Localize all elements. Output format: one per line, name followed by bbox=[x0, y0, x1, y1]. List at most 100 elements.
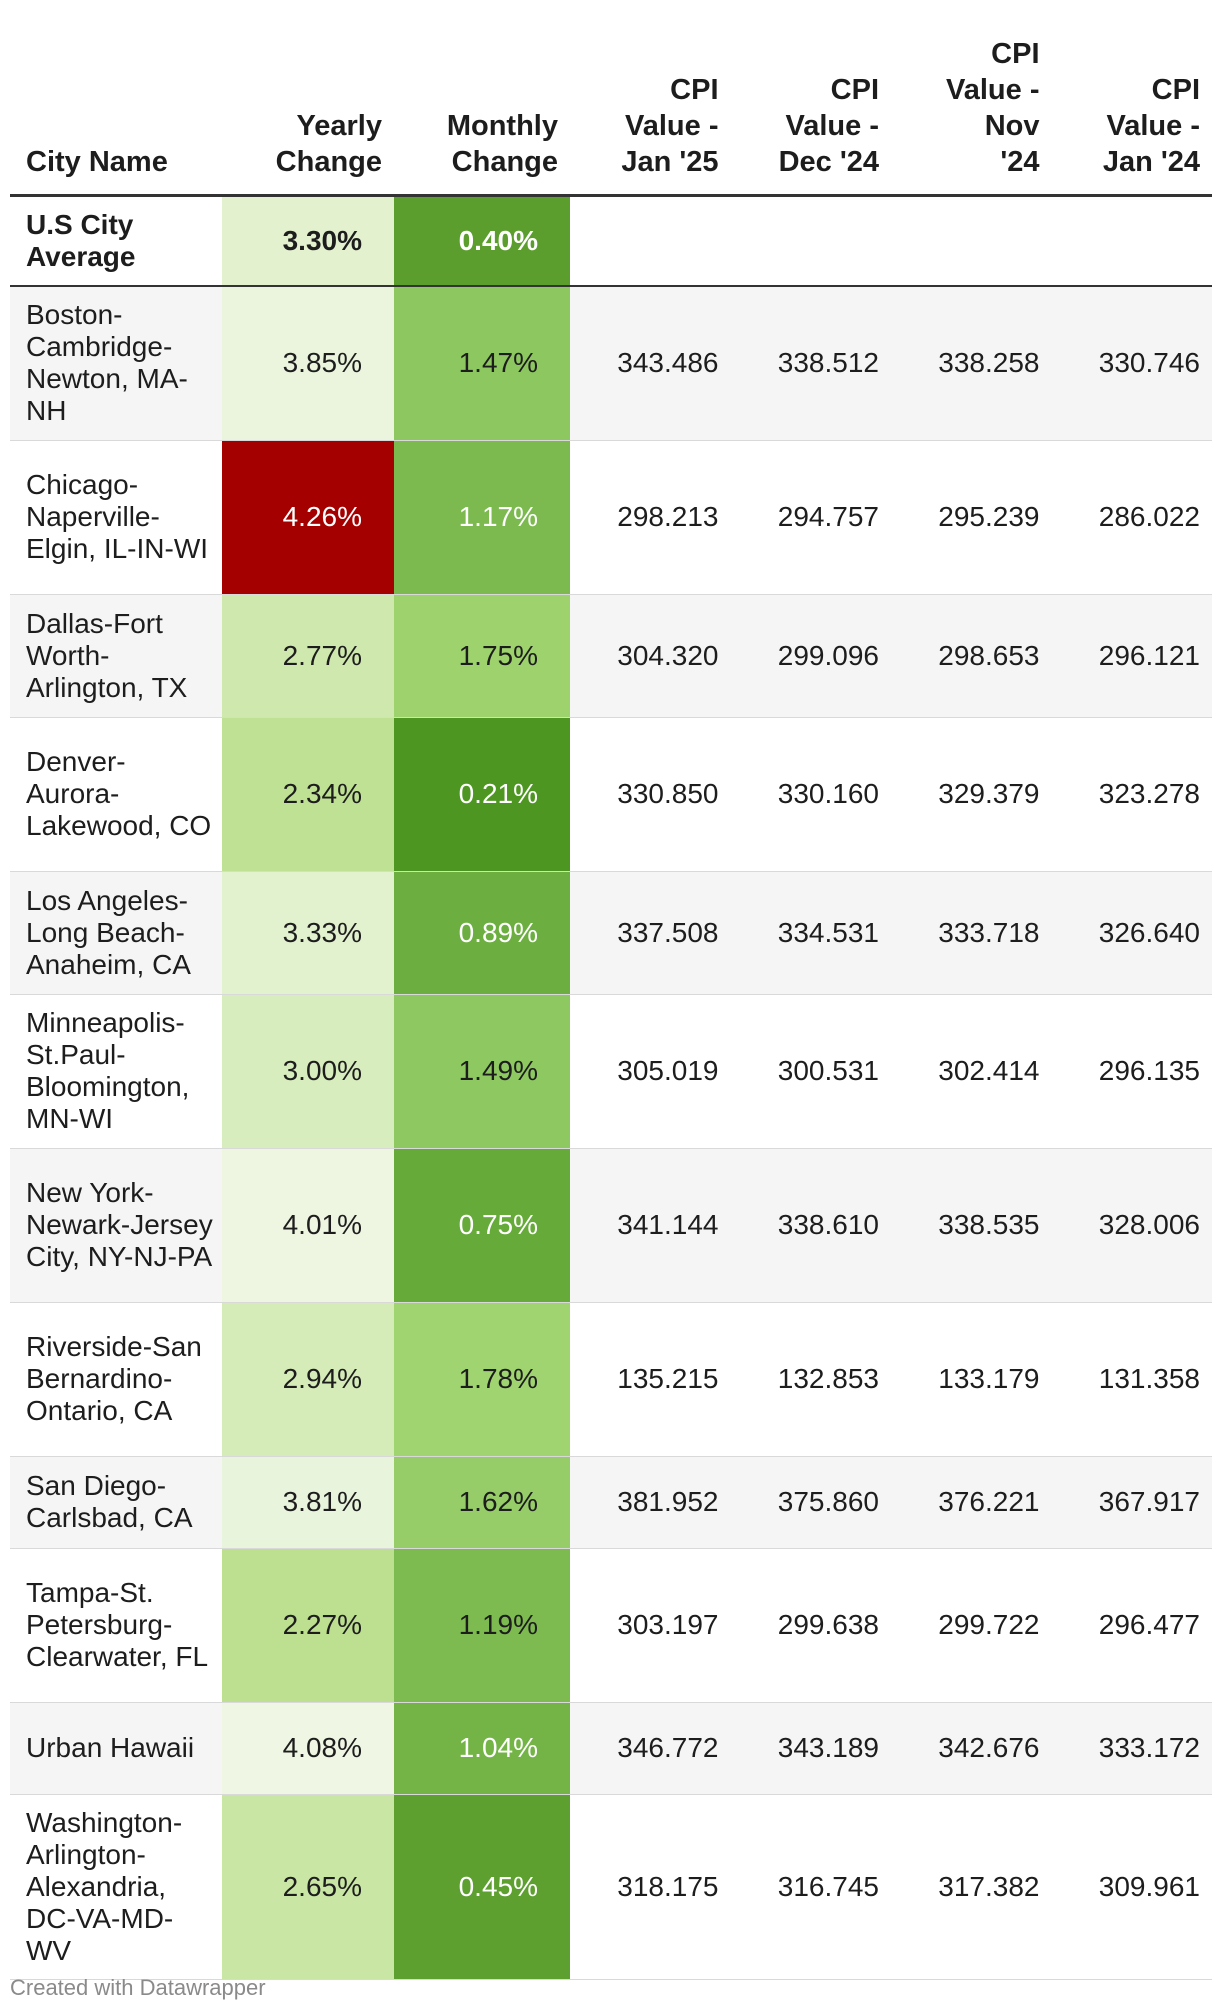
cpi-dec24-cell: 330.160 bbox=[730, 717, 891, 872]
cpi-jan25-cell: 330.850 bbox=[570, 717, 731, 872]
city-name-cell: Washington-Arlington-Alexandria, DC-VA-M… bbox=[10, 1794, 222, 1980]
monthly-change-cell: 0.75% bbox=[394, 1148, 570, 1303]
cpi-nov24-cell: 317.382 bbox=[891, 1794, 1052, 1980]
cpi-nov24-cell: 333.718 bbox=[891, 871, 1052, 995]
cpi-dec24-cell: 299.096 bbox=[730, 594, 891, 718]
header-city-name[interactable]: City Name bbox=[10, 36, 222, 197]
cpi-jan24-cell: 296.135 bbox=[1051, 994, 1212, 1149]
cpi-nov24-cell: 295.239 bbox=[891, 440, 1052, 595]
cpi-jan24-cell: 367.917 bbox=[1051, 1456, 1212, 1549]
cpi-jan25-cell bbox=[570, 195, 731, 287]
yearly-change-cell: 2.34% bbox=[222, 717, 394, 872]
cpi-jan24-cell: 296.121 bbox=[1051, 594, 1212, 718]
monthly-change-cell: 0.40% bbox=[394, 195, 570, 287]
cpi-jan24-cell bbox=[1051, 195, 1212, 287]
monthly-change-cell: 0.89% bbox=[394, 871, 570, 995]
table-row: San Diego-Carlsbad, CA 3.81% 1.62% 381.952 3… bbox=[10, 1456, 1212, 1549]
table-row: Riverside-San Bernardino-Ontario, CA 2.94… bbox=[10, 1302, 1212, 1457]
cpi-nov24-cell: 376.221 bbox=[891, 1456, 1052, 1549]
header-cpi-nov24[interactable]: CPI Value - Nov '24 bbox=[891, 36, 1052, 197]
monthly-change-cell: 1.49% bbox=[394, 994, 570, 1149]
yearly-change-cell: 3.81% bbox=[222, 1456, 394, 1549]
city-name-cell: San Diego-Carlsbad, CA bbox=[10, 1456, 222, 1549]
yearly-change-cell: 3.33% bbox=[222, 871, 394, 995]
cpi-jan24-cell: 286.022 bbox=[1051, 440, 1212, 595]
header-monthly-change[interactable]: Monthly Change bbox=[394, 36, 570, 197]
table-row: Denver-Aurora-Lakewood, CO 2.34% 0.21% 330.… bbox=[10, 717, 1212, 872]
yearly-change-cell: 2.65% bbox=[222, 1794, 394, 1980]
cpi-dec24-cell bbox=[730, 195, 891, 287]
city-name-cell: Chicago-Naperville-Elgin, IL-IN-WI bbox=[10, 440, 222, 595]
cpi-nov24-cell bbox=[891, 195, 1052, 287]
header-cpi-dec24[interactable]: CPI Value - Dec '24 bbox=[730, 36, 891, 197]
yearly-change-cell: 2.77% bbox=[222, 594, 394, 718]
city-name-cell: Tampa-St. Petersburg-Clearwater, FL bbox=[10, 1548, 222, 1703]
table-row: Boston-Cambridge-Newton, MA-NH 3.85% 1.47%… bbox=[10, 286, 1212, 441]
cpi-dec24-cell: 132.853 bbox=[730, 1302, 891, 1457]
cpi-nov24-cell: 338.535 bbox=[891, 1148, 1052, 1303]
header-cpi-jan24[interactable]: CPI Value - Jan '24 bbox=[1051, 36, 1212, 197]
cpi-nov24-cell: 298.653 bbox=[891, 594, 1052, 718]
cpi-jan24-cell: 328.006 bbox=[1051, 1148, 1212, 1303]
cpi-jan25-cell: 343.486 bbox=[570, 286, 731, 441]
yearly-change-cell: 4.01% bbox=[222, 1148, 394, 1303]
table-row: Washington-Arlington-Alexandria, DC-VA-M… bbox=[10, 1794, 1212, 1980]
cpi-jan25-cell: 303.197 bbox=[570, 1548, 731, 1703]
header-row: City Name Yearly Change Monthly Change CPI… bbox=[10, 36, 1212, 197]
header-yearly-change[interactable]: Yearly Change bbox=[222, 36, 394, 197]
cpi-dec24-cell: 294.757 bbox=[730, 440, 891, 595]
cpi-dec24-cell: 300.531 bbox=[730, 994, 891, 1149]
cpi-nov24-cell: 302.414 bbox=[891, 994, 1052, 1149]
cpi-jan24-cell: 309.961 bbox=[1051, 1794, 1212, 1980]
yearly-change-cell: 3.85% bbox=[222, 286, 394, 441]
city-name-cell: New York-Newark-Jersey City, NY-NJ-PA bbox=[10, 1148, 222, 1303]
cpi-jan25-cell: 135.215 bbox=[570, 1302, 731, 1457]
cpi-jan24-cell: 326.640 bbox=[1051, 871, 1212, 995]
monthly-change-cell: 1.17% bbox=[394, 440, 570, 595]
table-row: Chicago-Naperville-Elgin, IL-IN-WI 4.26% 1… bbox=[10, 440, 1212, 595]
monthly-change-cell: 1.19% bbox=[394, 1548, 570, 1703]
monthly-change-cell: 0.45% bbox=[394, 1794, 570, 1980]
yearly-change-cell: 4.26% bbox=[222, 440, 394, 595]
cpi-jan24-cell: 330.746 bbox=[1051, 286, 1212, 441]
monthly-change-cell: 1.47% bbox=[394, 286, 570, 441]
city-name-cell: Dallas-Fort Worth-Arlington, TX bbox=[10, 594, 222, 718]
table-row: Minneapolis-St.Paul-Bloomington, MN-WI 3.… bbox=[10, 994, 1212, 1149]
cpi-dec24-cell: 299.638 bbox=[730, 1548, 891, 1703]
city-name-cell: Los Angeles-Long Beach-Anaheim, CA bbox=[10, 871, 222, 995]
cpi-jan25-cell: 304.320 bbox=[570, 594, 731, 718]
cpi-jan25-cell: 381.952 bbox=[570, 1456, 731, 1549]
cpi-nov24-cell: 329.379 bbox=[891, 717, 1052, 872]
cpi-table: City Name Yearly Change Monthly Change CPI… bbox=[10, 36, 1212, 1980]
cpi-nov24-cell: 133.179 bbox=[891, 1302, 1052, 1457]
average-row: U.S City Average 3.30% 0.40% bbox=[10, 195, 1212, 287]
cpi-jan25-cell: 318.175 bbox=[570, 1794, 731, 1980]
city-name-cell: Minneapolis-St.Paul-Bloomington, MN-WI bbox=[10, 994, 222, 1149]
cpi-nov24-cell: 338.258 bbox=[891, 286, 1052, 441]
cpi-dec24-cell: 343.189 bbox=[730, 1702, 891, 1795]
table-row: Dallas-Fort Worth-Arlington, TX 2.77% 1.75… bbox=[10, 594, 1212, 718]
yearly-change-cell: 2.27% bbox=[222, 1548, 394, 1703]
cpi-jan24-cell: 296.477 bbox=[1051, 1548, 1212, 1703]
city-name-cell: U.S City Average bbox=[10, 195, 222, 287]
monthly-change-cell: 1.04% bbox=[394, 1702, 570, 1795]
cpi-jan24-cell: 333.172 bbox=[1051, 1702, 1212, 1795]
cpi-nov24-cell: 342.676 bbox=[891, 1702, 1052, 1795]
monthly-change-cell: 1.62% bbox=[394, 1456, 570, 1549]
cpi-jan25-cell: 337.508 bbox=[570, 871, 731, 995]
header-cpi-jan25[interactable]: CPI Value - Jan '25 bbox=[570, 36, 731, 197]
yearly-change-cell: 3.00% bbox=[222, 994, 394, 1149]
table-row: Urban Hawaii 4.08% 1.04% 346.772 343.189 342.… bbox=[10, 1702, 1212, 1795]
table-row: Los Angeles-Long Beach-Anaheim, CA 3.33% 0… bbox=[10, 871, 1212, 995]
table-row: Tampa-St. Petersburg-Clearwater, FL 2.27%… bbox=[10, 1548, 1212, 1703]
cpi-jan25-cell: 341.144 bbox=[570, 1148, 731, 1303]
yearly-change-cell: 4.08% bbox=[222, 1702, 394, 1795]
cpi-jan24-cell: 323.278 bbox=[1051, 717, 1212, 872]
cpi-jan25-cell: 305.019 bbox=[570, 994, 731, 1149]
table-body: U.S City Average 3.30% 0.40% Boston-Cambrid… bbox=[10, 195, 1212, 1980]
cpi-dec24-cell: 338.512 bbox=[730, 286, 891, 441]
cpi-nov24-cell: 299.722 bbox=[891, 1548, 1052, 1703]
city-name-cell: Boston-Cambridge-Newton, MA-NH bbox=[10, 286, 222, 441]
cpi-dec24-cell: 334.531 bbox=[730, 871, 891, 995]
